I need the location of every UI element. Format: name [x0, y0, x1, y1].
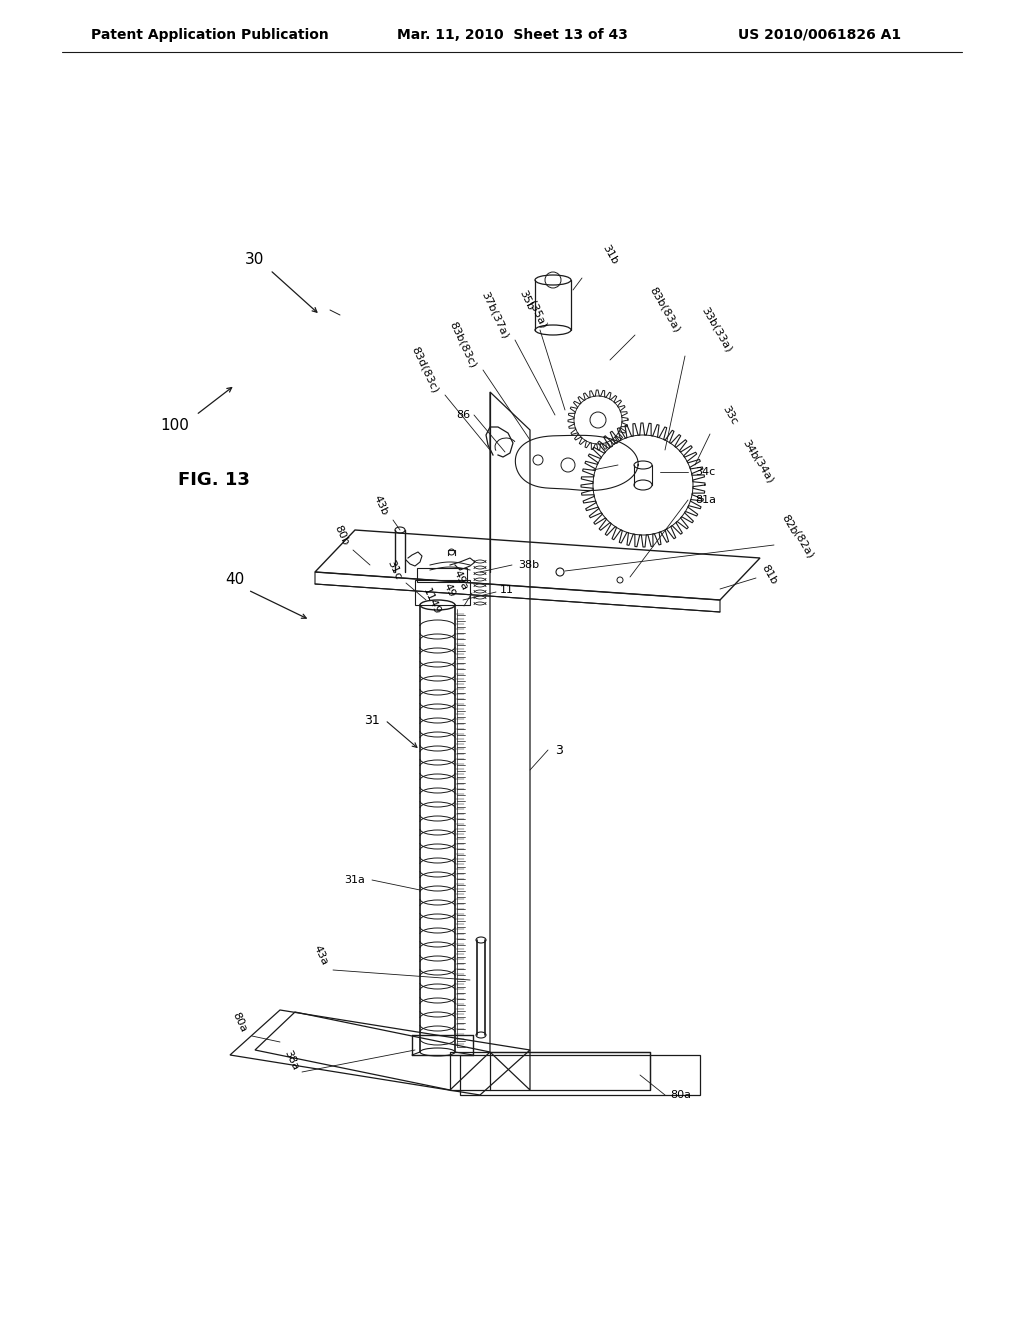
Text: 40: 40	[225, 573, 245, 587]
Ellipse shape	[634, 480, 652, 490]
Text: 80b: 80b	[332, 523, 350, 546]
Text: 30: 30	[246, 252, 264, 268]
Text: 80a: 80a	[230, 1010, 248, 1034]
Text: 82b: 82b	[780, 513, 800, 537]
Text: 33c: 33c	[720, 404, 738, 426]
Circle shape	[590, 412, 606, 428]
Ellipse shape	[535, 275, 571, 285]
Text: 86: 86	[456, 411, 470, 420]
Text: 49: 49	[442, 581, 457, 598]
Ellipse shape	[535, 325, 571, 335]
Ellipse shape	[634, 461, 652, 469]
Text: 49a: 49a	[452, 569, 470, 591]
Text: (35a): (35a)	[526, 300, 548, 330]
Text: 11: 11	[500, 585, 514, 595]
Text: 38a: 38a	[282, 1048, 300, 1072]
Text: Patent Application Publication: Patent Application Publication	[91, 28, 329, 42]
Text: 34c: 34c	[695, 467, 715, 477]
Text: 31: 31	[365, 714, 380, 726]
Text: 43b: 43b	[372, 494, 390, 516]
Text: 81a: 81a	[695, 495, 716, 506]
Circle shape	[593, 436, 693, 535]
Text: 37b(37a): 37b(37a)	[479, 290, 510, 341]
Text: 83b(83c): 83b(83c)	[447, 321, 478, 370]
Text: 31a: 31a	[344, 875, 365, 884]
Text: 3: 3	[555, 743, 563, 756]
Text: 81b: 81b	[760, 564, 779, 586]
Text: 1149: 1149	[421, 587, 442, 616]
Text: 83d(83c): 83d(83c)	[410, 345, 440, 395]
Text: US 2010/0061826 A1: US 2010/0061826 A1	[738, 28, 901, 42]
Text: 83b(83a): 83b(83a)	[648, 285, 682, 334]
Text: 34b: 34b	[740, 438, 759, 462]
Text: 33b(33a): 33b(33a)	[700, 305, 734, 355]
Text: 100: 100	[161, 417, 189, 433]
Text: 35b: 35b	[517, 288, 535, 312]
Text: (34a): (34a)	[752, 454, 775, 486]
Circle shape	[574, 396, 622, 444]
Text: 80a: 80a	[670, 1090, 691, 1100]
Text: Mar. 11, 2010  Sheet 13 of 43: Mar. 11, 2010 Sheet 13 of 43	[396, 28, 628, 42]
Text: 31c: 31c	[385, 558, 403, 581]
Text: 38b: 38b	[518, 560, 539, 570]
Text: (82a): (82a)	[792, 529, 815, 561]
Text: FIG. 13: FIG. 13	[178, 471, 250, 488]
Text: 31b: 31b	[600, 243, 620, 267]
Text: 43a: 43a	[312, 944, 330, 966]
